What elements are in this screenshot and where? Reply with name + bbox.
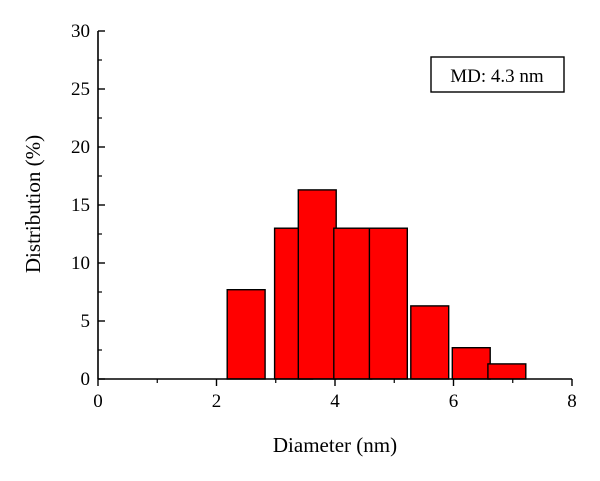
y-tick-label: 0 <box>81 369 91 390</box>
bar-8 <box>487 363 527 380</box>
x-tick-label: 8 <box>567 391 577 412</box>
y-axis-title: Distribution (%) <box>21 135 45 273</box>
annotation-text: MD: 4.3 nm <box>450 66 544 87</box>
bars-layer <box>226 189 527 380</box>
y-tick-label: 5 <box>81 311 91 332</box>
bar-7 <box>451 347 491 380</box>
annotation-box: MD: 4.3 nm <box>430 56 565 93</box>
x-tick-label: 4 <box>330 391 340 412</box>
bar-5 <box>368 227 408 380</box>
y-tick-label: 20 <box>71 137 90 158</box>
y-tick-label: 10 <box>71 253 90 274</box>
x-tick-label: 2 <box>212 391 222 412</box>
x-axis-title: Diameter (nm) <box>273 433 397 457</box>
bar-4 <box>333 227 373 380</box>
y-tick-label: 30 <box>71 21 90 42</box>
bar-1 <box>226 289 266 380</box>
ticks-layer: 0 5 10 15 20 25 30 0 2 4 6 8 <box>71 21 577 412</box>
x-tick-label: 0 <box>93 391 103 412</box>
annotation-frame <box>430 56 565 93</box>
bar-3 <box>297 189 337 380</box>
x-tick-label: 6 <box>449 391 459 412</box>
bar-6 <box>410 305 450 380</box>
y-tick-label: 15 <box>71 195 90 216</box>
y-tick-label: 25 <box>71 79 90 100</box>
